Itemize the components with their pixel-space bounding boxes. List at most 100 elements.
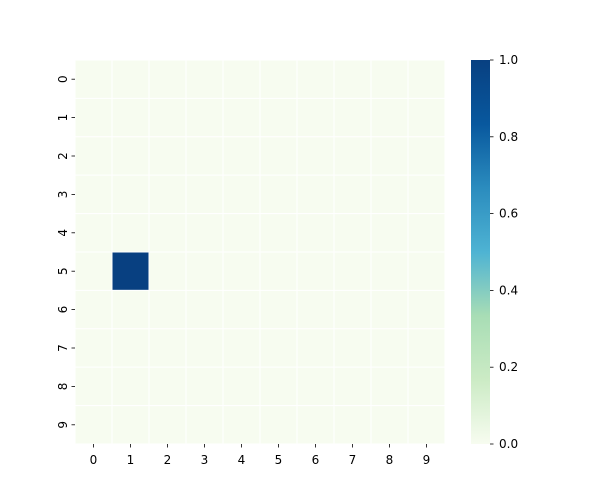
heatmap-cell-r7-c5 [259, 328, 298, 368]
heatmap-cell-r6-c0 [74, 289, 113, 330]
colorbar: 0.0 0.2 0.4 0.6 0.8 1.0 [471, 53, 518, 451]
heatmap-cell-r8-c2 [148, 366, 187, 407]
y-tick-label: 2 [56, 152, 70, 160]
y-tick-label: 0 [56, 75, 70, 83]
heatmap-cell-r2-c8 [370, 136, 409, 176]
heatmap-cell-r4-c2 [148, 213, 187, 253]
y-tick-label: 7 [56, 344, 70, 352]
x-tick-label: 2 [164, 453, 172, 467]
heatmap-cell-r3-c6 [296, 174, 335, 215]
heatmap-cell-r1-c9 [407, 97, 446, 138]
heatmap-cell-r0-c2 [148, 59, 187, 99]
heatmap-cell-r1-c3 [185, 97, 224, 138]
heatmap-cell-r4-c6 [296, 213, 335, 253]
heatmap-cell-r8-c1 [111, 366, 150, 407]
heatmap-cell-r5-c8 [370, 251, 409, 291]
colorbar-tick-label: 0.4 [499, 283, 518, 297]
y-tick-label: 1 [56, 114, 70, 122]
heatmap-cell-r7-c7 [333, 328, 372, 368]
heatmap-cell-r7-c3 [185, 328, 224, 368]
heatmap-cell-r1-c8 [370, 97, 409, 138]
heatmap-cells [74, 59, 446, 445]
heatmap-cell-r8-c6 [296, 366, 335, 407]
heatmap-cell-r0-c1 [111, 59, 150, 99]
heatmap-cell-r9-c7 [333, 405, 372, 445]
heatmap-cell-r4-c7 [333, 213, 372, 253]
x-tick-label: 7 [349, 453, 357, 467]
heatmap-cell-r4-c0 [74, 213, 113, 253]
heatmap-cell-r0-c8 [370, 59, 409, 99]
colorbar-tick-label: 1.0 [499, 53, 518, 67]
heatmap-cell-r5-c4 [222, 251, 261, 291]
x-tick-label: 3 [201, 453, 209, 467]
x-tick-label: 0 [90, 453, 98, 467]
heatmap-cell-r7-c0 [74, 328, 113, 368]
heatmap-cell-r9-c5 [259, 405, 298, 445]
heatmap-cell-r7-c2 [148, 328, 187, 368]
heatmap-cell-r9-c1 [111, 405, 150, 445]
heatmap-cell-r0-c0 [74, 59, 113, 99]
heatmap-cell-r7-c9 [407, 328, 446, 368]
y-tick-label: 9 [56, 421, 70, 429]
heatmap-cell-r0-c4 [222, 59, 261, 99]
heatmap-cell-r6-c8 [370, 289, 409, 330]
heatmap-cell-r3-c1 [111, 174, 150, 215]
colorbar-tick-label: 0.8 [499, 130, 518, 144]
heatmap-cell-r2-c0 [74, 136, 113, 176]
heatmap-cell-r9-c3 [185, 405, 224, 445]
heatmap-cell-r2-c9 [407, 136, 446, 176]
y-tick-label: 3 [56, 191, 70, 199]
heatmap-cell-r3-c2 [148, 174, 187, 215]
heatmap-cell-r1-c4 [222, 97, 261, 138]
heatmap-cell-r7-c4 [222, 328, 261, 368]
heatmap-cell-r6-c1 [111, 289, 150, 330]
heatmap-cell-r5-c7 [333, 251, 372, 291]
heatmap-cell-r2-c6 [296, 136, 335, 176]
heatmap-cell-r6-c4 [222, 289, 261, 330]
heatmap-cell-r4-c9 [407, 213, 446, 253]
heatmap-cell-r3-c0 [74, 174, 113, 215]
heatmap-cell-r0-c5 [259, 59, 298, 99]
heatmap-cell-r8-c0 [74, 366, 113, 407]
x-tick-label: 4 [238, 453, 246, 467]
heatmap-cell-r9-c4 [222, 405, 261, 445]
heatmap-cell-r9-c9 [407, 405, 446, 445]
colorbar-tick-label: 0.2 [499, 360, 518, 374]
heatmap-cell-r1-c0 [74, 97, 113, 138]
heatmap-cell-r3-c4 [222, 174, 261, 215]
heatmap-cell-r8-c3 [185, 366, 224, 407]
heatmap-cell-r2-c5 [259, 136, 298, 176]
heatmap-cell-r6-c5 [259, 289, 298, 330]
x-tick-label: 1 [127, 453, 135, 467]
heatmap-cell-r3-c3 [185, 174, 224, 215]
y-tick-label: 6 [56, 306, 70, 314]
heatmap-cell-r7-c1 [111, 328, 150, 368]
x-tick-label: 6 [312, 453, 320, 467]
heatmap-cell-r8-c8 [370, 366, 409, 407]
colorbar-tick-label: 0.0 [499, 437, 518, 451]
heatmap-cell-r3-c5 [259, 174, 298, 215]
heatmap-cell-r2-c2 [148, 136, 187, 176]
heatmap-cell-r6-c2 [148, 289, 187, 330]
heatmap-cell-r5-c5 [259, 251, 298, 291]
heatmap-cell-r8-c5 [259, 366, 298, 407]
heatmap-cell-r6-c6 [296, 289, 335, 330]
heatmap-cell-r2-c1 [111, 136, 150, 176]
heatmap-cell-r9-c6 [296, 405, 335, 445]
heatmap-cell-r6-c3 [185, 289, 224, 330]
heatmap-cell-r3-c7 [333, 174, 372, 215]
colorbar-tick-label: 0.6 [499, 207, 518, 221]
x-tick-label: 8 [386, 453, 394, 467]
heatmap-cell-r2-c7 [333, 136, 372, 176]
heatmap-cell-r5-c2 [148, 251, 187, 291]
heatmap-cell-r4-c1 [111, 213, 150, 253]
x-tick-label: 9 [423, 453, 431, 467]
heatmap-cell-r9-c8 [370, 405, 409, 445]
heatmap-cell-r8-c9 [407, 366, 446, 407]
y-tick-label: 8 [56, 383, 70, 391]
heatmap-cell-r5-c9 [407, 251, 446, 291]
heatmap-cell-r1-c6 [296, 97, 335, 138]
heatmap-cell-r4-c5 [259, 213, 298, 253]
